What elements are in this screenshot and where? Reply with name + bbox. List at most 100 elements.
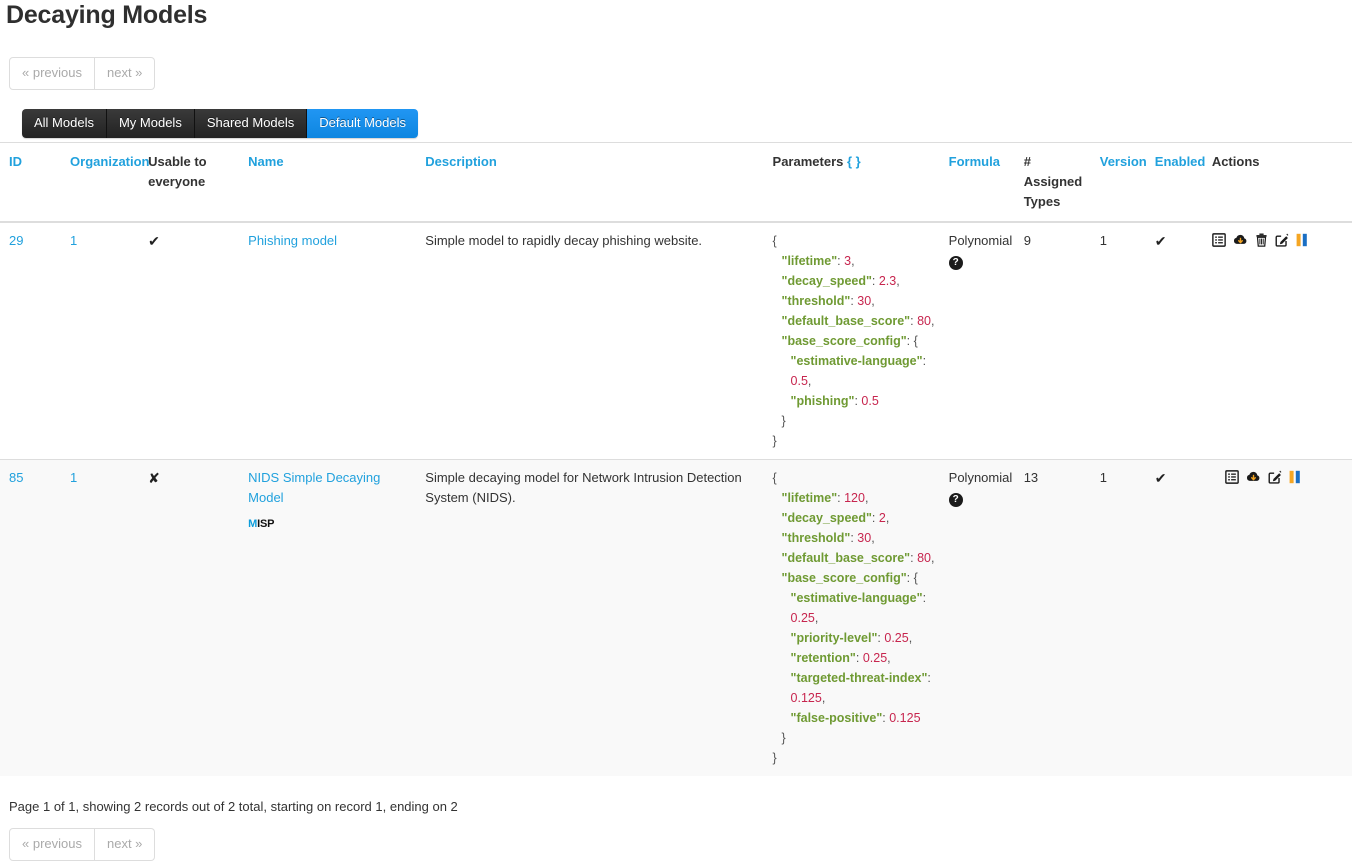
json-key-base-score-config: "base_score_config" xyxy=(781,334,907,348)
page-title: Decaying Models xyxy=(6,1,208,29)
row-organization-link[interactable]: 1 xyxy=(70,233,78,248)
table-row: 85 1 ✘ NIDS Simple Decaying Model MISP S… xyxy=(0,459,1352,776)
row-version: 1 xyxy=(1099,459,1155,776)
tab-shared-models[interactable]: Shared Models xyxy=(194,109,308,138)
json-value-estimative-language: 0.25 xyxy=(790,611,815,625)
json-key-estimative-language: "estimative-language" xyxy=(790,354,923,368)
row-description: Simple model to rapidly decay phishing w… xyxy=(425,221,773,460)
previous-button-top[interactable]: « previous xyxy=(9,57,95,90)
trash-icon[interactable] xyxy=(1255,233,1268,247)
edit-icon[interactable] xyxy=(1268,470,1282,484)
row-assigned-types: 9 xyxy=(1023,221,1100,460)
cross-icon: ✘ xyxy=(148,470,160,486)
decaying-models-table: ID Organization Usable to everyone Name … xyxy=(0,142,1352,776)
json-key-retention: "retention" xyxy=(790,651,856,665)
model-scope-tabs: All Models My Models Shared Models Defau… xyxy=(22,109,418,138)
json-value-default-base-score: 80 xyxy=(917,314,931,328)
json-key-default-base-score: "default_base_score" xyxy=(781,314,911,328)
help-icon[interactable]: ? xyxy=(948,493,963,507)
json-value-phishing: 0.5 xyxy=(861,394,879,408)
row-name-link[interactable]: NIDS Simple Decaying Model xyxy=(248,470,381,505)
row-formula: Polynomial xyxy=(948,470,1013,485)
misp-badge: MISP xyxy=(248,514,417,534)
json-key-decay-speed: "decay_speed" xyxy=(781,511,872,525)
json-value-priority-level: 0.25 xyxy=(884,631,909,645)
json-key-lifetime: "lifetime" xyxy=(781,491,838,505)
pagination-top: « previous next » xyxy=(0,57,1352,90)
previous-button-bottom[interactable]: « previous xyxy=(9,828,95,861)
next-button-top[interactable]: next » xyxy=(94,57,156,90)
column-header-usable-to-everyone: Usable to everyone xyxy=(148,142,249,223)
row-assigned-types: 13 xyxy=(1023,459,1100,776)
column-header-assigned-types: # Assigned Types xyxy=(1023,142,1100,223)
json-key-base-score-config: "base_score_config" xyxy=(781,571,907,585)
help-icon[interactable]: ? xyxy=(948,256,963,270)
json-value-threshold: 30 xyxy=(857,294,872,308)
tab-my-models[interactable]: My Models xyxy=(106,109,195,138)
tab-all-models[interactable]: All Models xyxy=(22,109,107,138)
misp-badge-prefix: M xyxy=(248,518,258,530)
json-key-estimative-language: "estimative-language" xyxy=(790,591,923,605)
check-icon: ✔ xyxy=(1154,233,1167,249)
cloud-download-icon[interactable] xyxy=(1233,233,1248,247)
json-key-phishing: "phishing" xyxy=(790,394,855,408)
json-value-decay-speed: 2.3 xyxy=(878,274,897,288)
column-header-version[interactable]: Version xyxy=(1099,154,1147,169)
row-parameters-json: { "lifetime": 3, "decay_speed": 2.3, "th… xyxy=(772,234,935,448)
check-icon: ✔ xyxy=(148,233,160,249)
list-icon[interactable] xyxy=(1211,233,1226,247)
json-value-default-base-score: 80 xyxy=(917,551,931,565)
pause-icon[interactable] xyxy=(1296,233,1308,247)
row-name-link[interactable]: Phishing model xyxy=(248,233,338,248)
json-key-priority-level: "priority-level" xyxy=(790,631,878,645)
table-header: ID Organization Usable to everyone Name … xyxy=(0,142,1352,223)
column-header-organization[interactable]: Organization xyxy=(70,154,150,169)
row-id-link[interactable]: 29 xyxy=(9,233,24,248)
table-row: 29 1 ✔ Phishing model Simple model to ra… xyxy=(0,221,1352,460)
column-header-parameters-label: Parameters xyxy=(772,154,844,169)
json-key-decay-speed: "decay_speed" xyxy=(781,274,872,288)
json-key-default-base-score: "default_base_score" xyxy=(781,551,911,565)
column-header-enabled[interactable]: Enabled xyxy=(1154,154,1206,169)
row-id-link[interactable]: 85 xyxy=(9,470,24,485)
table-body: 29 1 ✔ Phishing model Simple model to ra… xyxy=(0,221,1352,776)
pause-icon[interactable] xyxy=(1289,470,1301,484)
row-description: Simple decaying model for Network Intrus… xyxy=(425,459,773,776)
json-key-threshold: "threshold" xyxy=(781,531,851,545)
edit-icon[interactable] xyxy=(1275,233,1289,247)
json-value-lifetime: 3 xyxy=(844,254,852,268)
row-organization-link[interactable]: 1 xyxy=(70,470,78,485)
json-braces-icon: { } xyxy=(846,154,861,169)
record-counter: Page 1 of 1, showing 2 records out of 2 … xyxy=(9,799,458,814)
cloud-download-icon[interactable] xyxy=(1246,470,1261,484)
row-parameters-json: { "lifetime": 120, "decay_speed": 2, "th… xyxy=(772,471,935,765)
table-header-row: ID Organization Usable to everyone Name … xyxy=(0,142,1352,223)
json-value-false-positive: 0.125 xyxy=(889,711,921,725)
row-formula: Polynomial xyxy=(948,233,1013,248)
json-key-false-positive: "false-positive" xyxy=(790,711,883,725)
json-value-threshold: 30 xyxy=(857,531,872,545)
json-value-targeted-threat-index: 0.125 xyxy=(790,691,822,705)
check-icon: ✔ xyxy=(1154,470,1167,486)
json-key-threshold: "threshold" xyxy=(781,294,851,308)
next-button-bottom[interactable]: next » xyxy=(94,828,156,861)
pagination-bottom: « previous next » xyxy=(0,828,1352,861)
row-actions xyxy=(1212,468,1344,484)
json-value-retention: 0.25 xyxy=(862,651,888,665)
json-key-targeted-threat-index: "targeted-threat-index" xyxy=(790,671,928,685)
column-header-formula[interactable]: Formula xyxy=(948,154,1000,169)
list-icon[interactable] xyxy=(1224,470,1239,484)
row-actions xyxy=(1211,231,1344,247)
json-value-estimative-language: 0.5 xyxy=(790,374,808,388)
json-key-lifetime: "lifetime" xyxy=(781,254,838,268)
column-header-parameters: Parameters { } xyxy=(772,142,949,223)
json-value-decay-speed: 2 xyxy=(878,511,886,525)
column-header-name[interactable]: Name xyxy=(248,154,284,169)
tab-default-models[interactable]: Default Models xyxy=(307,109,418,138)
misp-badge-suffix: ISP xyxy=(257,518,275,530)
column-header-id[interactable]: ID xyxy=(9,154,22,169)
column-header-description[interactable]: Description xyxy=(425,154,497,169)
json-value-lifetime: 120 xyxy=(844,491,865,505)
row-version: 1 xyxy=(1099,221,1155,460)
